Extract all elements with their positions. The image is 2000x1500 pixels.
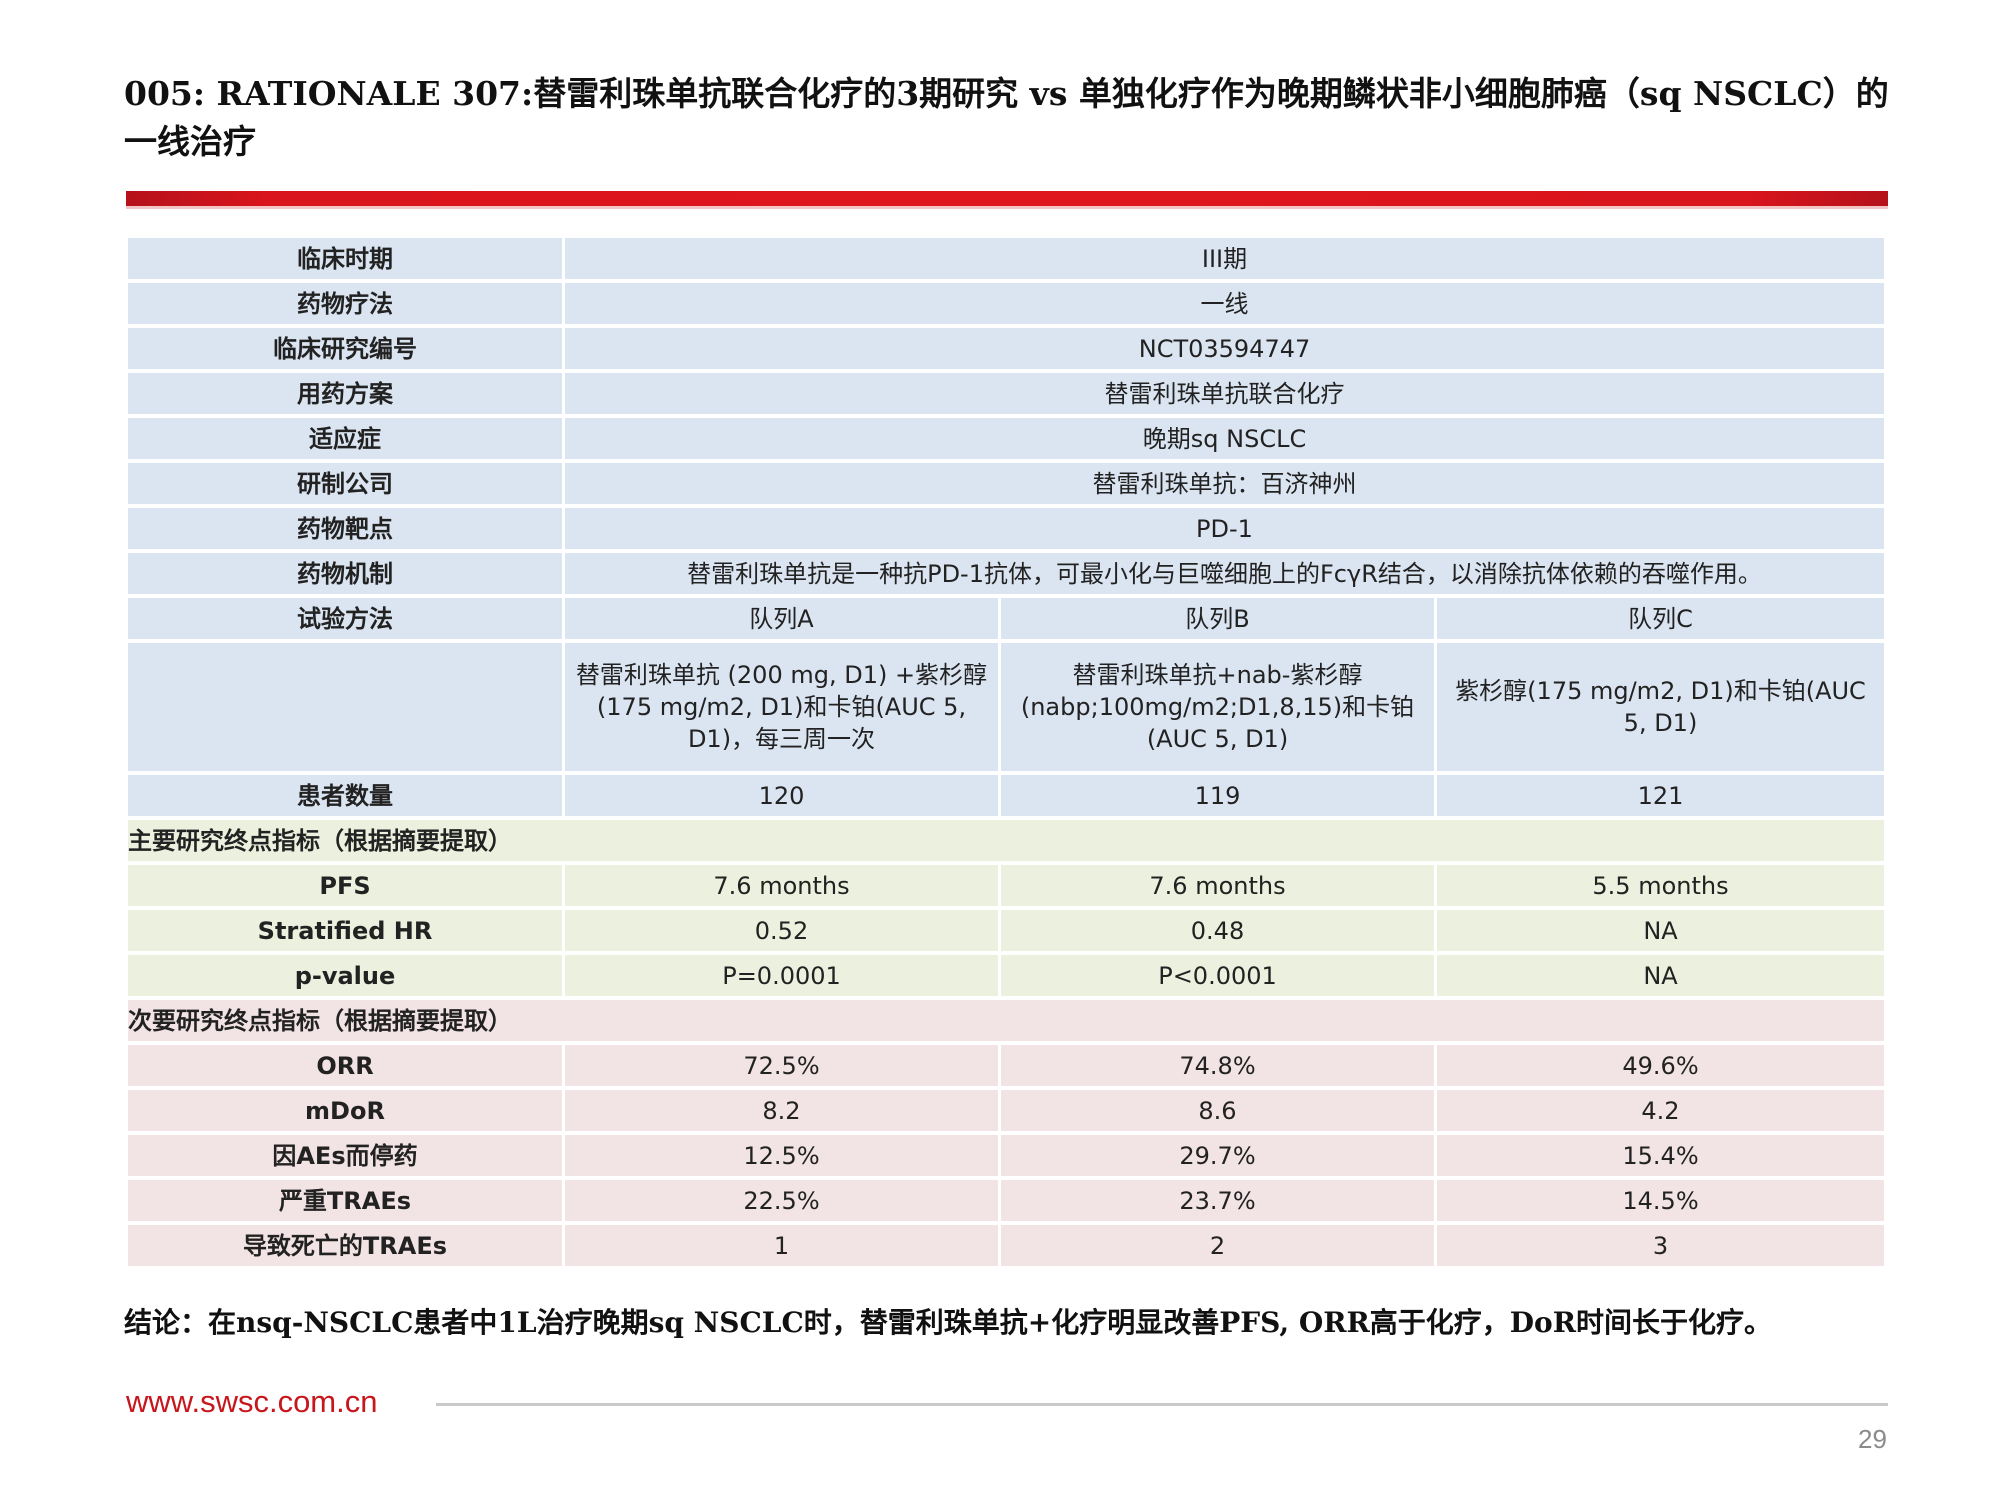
cell-value: 23.7% [1001,1180,1437,1221]
row-label: 导致死亡的TRAEs [128,1225,565,1266]
cell-value: P=0.0001 [565,955,1001,996]
cell-value: 3 [1437,1225,1884,1266]
table-row-orr: ORR 72.5% 74.8% 49.6% [128,1045,1884,1086]
cell-value: 0.48 [1001,910,1437,951]
row-label: 用药方案 [128,373,565,414]
clinical-trial-table: 临床时期 III期 药物疗法 一线 临床研究编号 NCT03594747 用药方案 替雷… [128,234,1884,1270]
table-row-trial-id: 临床研究编号 NCT03594747 [128,328,1884,369]
page-number: 29 [1858,1424,1887,1454]
cell-value: 120 [565,775,1001,816]
row-value: 替雷利珠单抗联合化疗 [565,373,1884,414]
table-row-mechanism: 药物机制 替雷利珠单抗是一种抗PD-1抗体，可最小化与巨噬细胞上的FcγR结合，以… [128,553,1884,594]
cell-value: 7.6 months [1001,865,1437,906]
row-label: ORR [128,1045,565,1086]
row-label: PFS [128,865,565,906]
row-label: 因AEs而停药 [128,1135,565,1176]
cell-value: 8.6 [1001,1090,1437,1131]
cell-value: NA [1437,955,1884,996]
cell-value: 1 [565,1225,1001,1266]
cell-value: 22.5% [565,1180,1001,1221]
row-value: 替雷利珠单抗是一种抗PD-1抗体，可最小化与巨噬细胞上的FcγR结合，以消除抗体… [565,553,1884,594]
cohort-c-header: 队列C [1437,598,1884,639]
conclusion-text: 结论：在nsq-NSCLC患者中1L治疗晚期sq NSCLC时，替雷利珠单抗+化… [124,1306,1772,1339]
cell-value: 49.6% [1437,1045,1884,1086]
table-row-pvalue: p-value P=0.0001 P<0.0001 NA [128,955,1884,996]
section-heading: 主要研究终点指标（根据摘要提取） [128,820,1884,861]
row-value: 一线 [565,283,1884,324]
row-label: 药物机制 [128,553,565,594]
table-row-company: 研制公司 替雷利珠单抗：百济神州 [128,463,1884,504]
table-row-indication: 适应症 晚期sq NSCLC [128,418,1884,459]
row-label-empty [128,643,565,771]
row-label: 临床时期 [128,238,565,279]
cell-value: 4.2 [1437,1090,1884,1131]
row-value: NCT03594747 [565,328,1884,369]
cell-value: 119 [1001,775,1437,816]
cohort-a-header: 队列A [565,598,1001,639]
cell-value: 0.52 [565,910,1001,951]
section-primary-endpoints: 主要研究终点指标（根据摘要提取） [128,820,1884,861]
row-label: 试验方法 [128,598,565,639]
cell-value: 15.4% [1437,1135,1884,1176]
cell-value: 12.5% [565,1135,1001,1176]
row-value: PD-1 [565,508,1884,549]
cohort-c-regimen: 紫杉醇(175 mg/m2, D1)和卡铂(AUC 5, D1) [1437,643,1884,771]
row-value: 替雷利珠单抗：百济神州 [565,463,1884,504]
table-row-discontinuation: 因AEs而停药 12.5% 29.7% 15.4% [128,1135,1884,1176]
table-row-therapy: 药物疗法 一线 [128,283,1884,324]
row-label: p-value [128,955,565,996]
footer-website-link[interactable]: www.swsc.com.cn [126,1384,378,1419]
table-row-serious-traes: 严重TRAEs 22.5% 23.7% 14.5% [128,1180,1884,1221]
row-label: 临床研究编号 [128,328,565,369]
table-row-mdor: mDoR 8.2 8.6 4.2 [128,1090,1884,1131]
cell-value: 7.6 months [565,865,1001,906]
row-label: 研制公司 [128,463,565,504]
row-label: 严重TRAEs [128,1180,565,1221]
cell-value: 29.7% [1001,1135,1437,1176]
table-row-patients: 患者数量 120 119 121 [128,775,1884,816]
row-value: 晚期sq NSCLC [565,418,1884,459]
table-row-method: 试验方法 队列A 队列B 队列C [128,598,1884,639]
footer-divider [436,1403,1888,1406]
cohort-b-header: 队列B [1001,598,1437,639]
section-heading: 次要研究终点指标（根据摘要提取） [128,1000,1884,1041]
table-row-target: 药物靶点 PD-1 [128,508,1884,549]
cell-value: 8.2 [565,1090,1001,1131]
table-row-phase: 临床时期 III期 [128,238,1884,279]
row-label: 适应症 [128,418,565,459]
table-row-hr: Stratified HR 0.52 0.48 NA [128,910,1884,951]
cell-value: 121 [1437,775,1884,816]
cell-value: 74.8% [1001,1045,1437,1086]
cell-value: 72.5% [565,1045,1001,1086]
table-row-cohort-regimens: 替雷利珠单抗 (200 mg, D1) +紫杉醇(175 mg/m2, D1)和… [128,643,1884,771]
table-row-fatal-traes: 导致死亡的TRAEs 1 2 3 [128,1225,1884,1266]
cell-value: 2 [1001,1225,1437,1266]
cell-value: 14.5% [1437,1180,1884,1221]
row-label: Stratified HR [128,910,565,951]
header-bar-shadow [126,206,1888,209]
row-label: mDoR [128,1090,565,1131]
cohort-b-regimen: 替雷利珠单抗+nab-紫杉醇(nabp;100mg/m2;D1,8,15)和卡铂… [1001,643,1437,771]
table-row-pfs: PFS 7.6 months 7.6 months 5.5 months [128,865,1884,906]
table-row-regimen: 用药方案 替雷利珠单抗联合化疗 [128,373,1884,414]
cell-value: P<0.0001 [1001,955,1437,996]
row-label: 患者数量 [128,775,565,816]
cell-value: 5.5 months [1437,865,1884,906]
row-value: III期 [565,238,1884,279]
page-title: 005: RATIONALE 307:替雷利珠单抗联合化疗的3期研究 vs 单独… [124,74,1889,161]
cell-value: NA [1437,910,1884,951]
cohort-a-regimen: 替雷利珠单抗 (200 mg, D1) +紫杉醇(175 mg/m2, D1)和… [565,643,1001,771]
section-secondary-endpoints: 次要研究终点指标（根据摘要提取） [128,1000,1884,1041]
header-red-bar [126,191,1888,206]
row-label: 药物靶点 [128,508,565,549]
row-label: 药物疗法 [128,283,565,324]
